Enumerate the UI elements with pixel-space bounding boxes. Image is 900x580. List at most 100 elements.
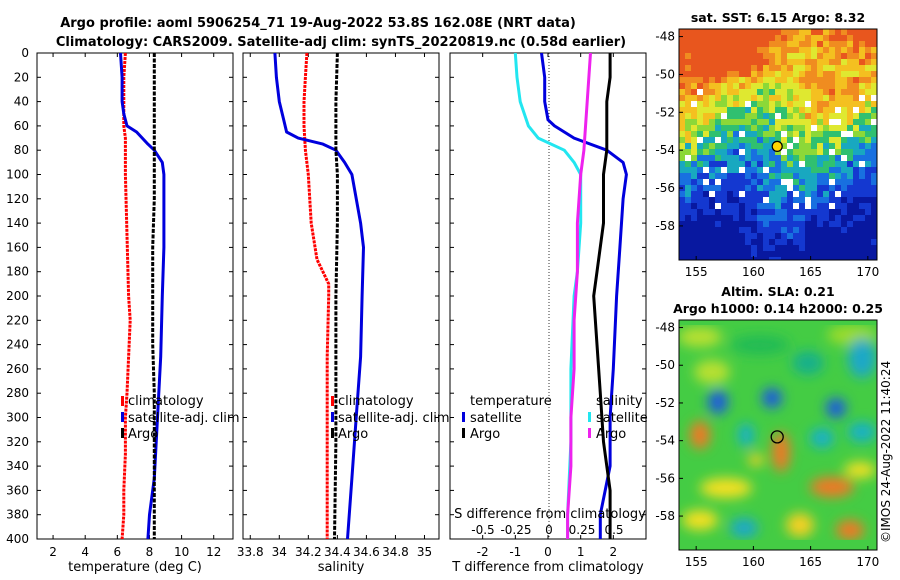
sst-cell [799, 155, 805, 161]
sst-cell [817, 41, 823, 47]
sst-cell [787, 137, 793, 143]
legend-label-argo: Argo [338, 427, 368, 442]
sst-cell [691, 167, 697, 173]
sst-cell [679, 131, 685, 137]
sst-cell [829, 257, 835, 260]
sst-cell [733, 71, 739, 77]
sst-cell [847, 191, 853, 197]
sst-cell [769, 47, 775, 53]
sst-cell [811, 137, 817, 143]
sst-cell [775, 233, 781, 239]
sst-cell [847, 239, 853, 245]
temperature-xticks: 2 4 6 8 10 12 [37, 52, 233, 559]
sst-cell [805, 119, 811, 125]
sst-cell [775, 65, 781, 71]
sst-cell [841, 113, 847, 119]
sst-cell [805, 125, 811, 131]
series-s-argo [566, 53, 592, 539]
sst-cell [685, 47, 691, 53]
sst-cell [835, 215, 841, 221]
sst-cell [769, 191, 775, 197]
sst-cell [793, 191, 799, 197]
sst-cell [775, 173, 781, 179]
sst-cell [697, 173, 703, 179]
difference-panel: -2 -1 0 1 2 T difference from climatology S … [449, 52, 648, 575]
sst-cell [739, 179, 745, 185]
sst-cell [715, 95, 721, 101]
sst-cell [847, 155, 853, 161]
sst-cell [757, 215, 763, 221]
sst-cell [727, 209, 733, 215]
sst-cell [757, 155, 763, 161]
sst-cell [775, 41, 781, 47]
sst-cell [871, 257, 877, 260]
sst-cell [751, 161, 757, 167]
sst-cell [859, 77, 865, 83]
sst-cell [685, 161, 691, 167]
sst-cell [691, 185, 697, 191]
sst-cell [703, 155, 709, 161]
sst-cell [823, 29, 829, 35]
sst-cell [853, 35, 859, 41]
sst-cell [745, 233, 751, 239]
sst-cell [739, 257, 745, 260]
sst-cell [745, 227, 751, 233]
x-tick-label: 34.8 [382, 545, 409, 559]
sst-cell [691, 95, 697, 101]
sst-cell [697, 167, 703, 173]
sst-cell [697, 209, 703, 215]
sst-cell [697, 59, 703, 65]
sst-cell [787, 95, 793, 101]
sst-cell [703, 95, 709, 101]
sst-cell [853, 143, 859, 149]
sst-cell [721, 95, 727, 101]
salinity-axes [242, 52, 440, 540]
depth-tick-label: 80 [14, 143, 29, 157]
sla-map-frame [678, 319, 878, 551]
sst-cell [769, 197, 775, 203]
sst-cell [871, 161, 877, 167]
sst-cell [793, 239, 799, 245]
sst-cell [871, 155, 877, 161]
sla-blob [690, 421, 710, 449]
sst-cell [835, 203, 841, 209]
sst-cell [739, 197, 745, 203]
sst-cell [739, 227, 745, 233]
sst-cell [721, 221, 727, 227]
sst-cell [739, 125, 745, 131]
sst-cell [679, 143, 685, 149]
sst-cell [685, 143, 691, 149]
sst-cell [859, 149, 865, 155]
sst-cell [703, 35, 709, 41]
sst-cell [745, 65, 751, 71]
sst-cell [769, 113, 775, 119]
series-argo [151, 53, 156, 539]
sst-cell [781, 179, 787, 185]
sst-cell [811, 227, 817, 233]
sst-cell [847, 89, 853, 95]
sst-cell [847, 83, 853, 89]
sst-cell [757, 41, 763, 47]
sst-cell [853, 215, 859, 221]
sst-cell [769, 101, 775, 107]
sst-cell [751, 251, 757, 257]
sst-cell [715, 173, 721, 179]
sst-cell [829, 47, 835, 53]
sst-cell [691, 215, 697, 221]
sst-cell [811, 89, 817, 95]
sst-cell [847, 173, 853, 179]
sst-cell [745, 155, 751, 161]
sst-cell [751, 185, 757, 191]
depth-tick-label: 180 [6, 265, 29, 279]
sst-cell [817, 209, 823, 215]
sst-cell [721, 107, 727, 113]
x-tick-label: 6 [114, 545, 122, 559]
sst-cell [775, 185, 781, 191]
sst-cell [769, 251, 775, 257]
sst-cell [793, 245, 799, 251]
sst-cell [733, 227, 739, 233]
sst-cell [721, 173, 727, 179]
sst-cell [799, 173, 805, 179]
sst-cell [751, 221, 757, 227]
sst-cell [721, 77, 727, 83]
